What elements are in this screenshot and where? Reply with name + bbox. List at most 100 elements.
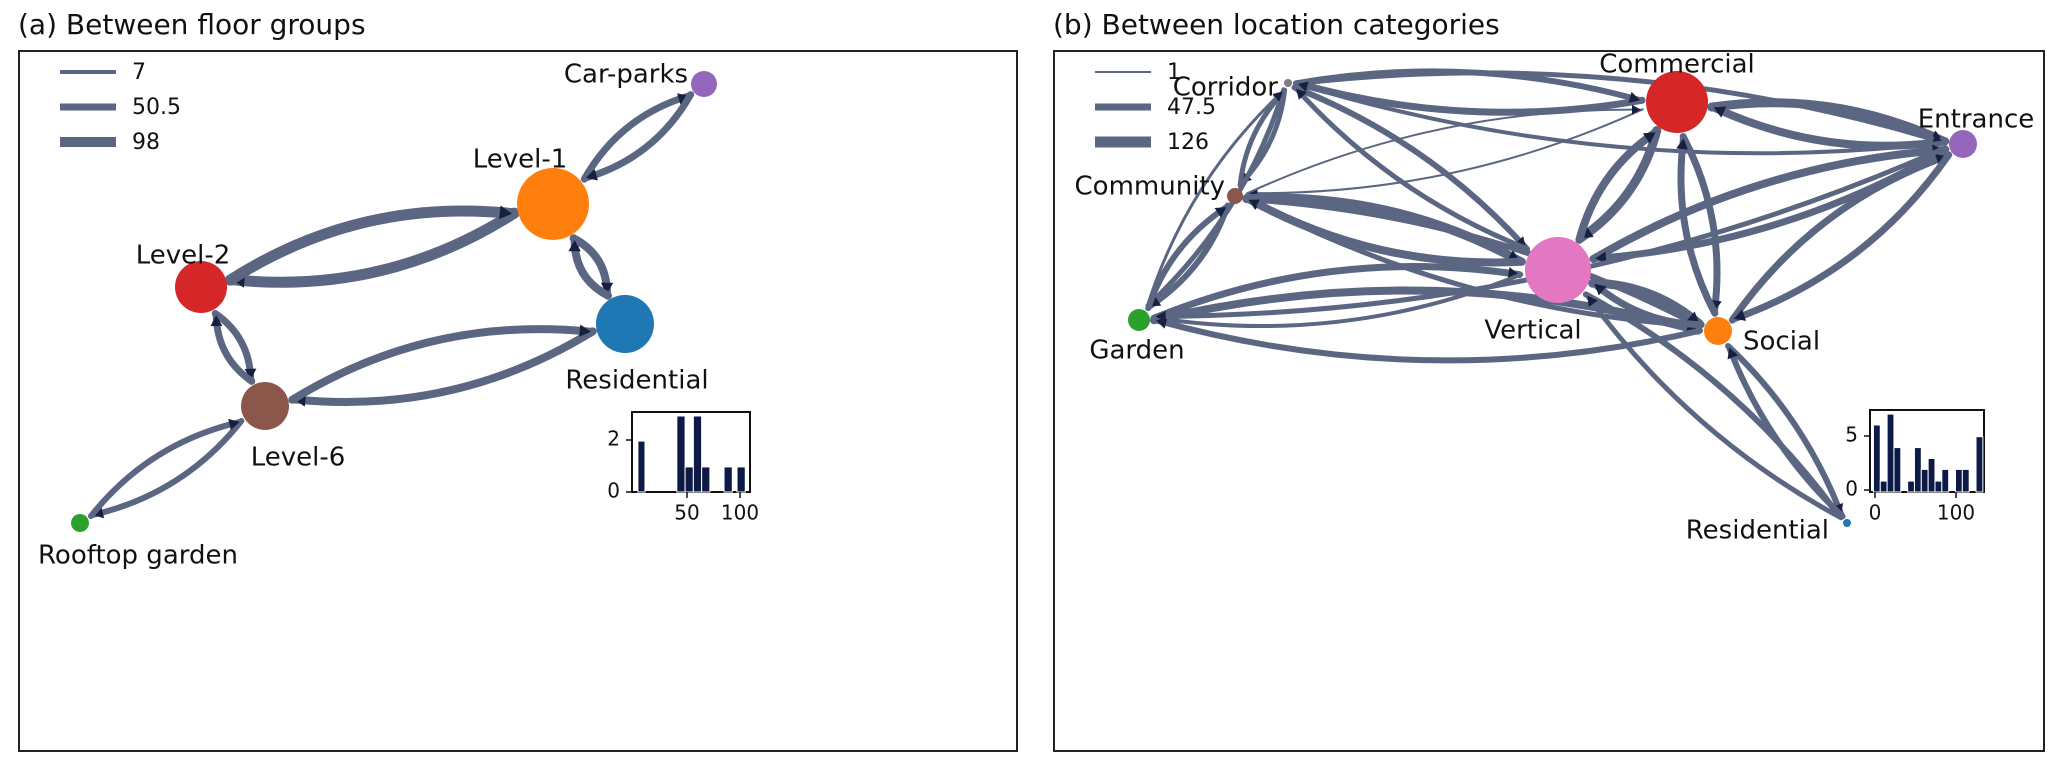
a-arrowhead: [244, 368, 257, 380]
a-edge-level-2-level-1: [224, 205, 518, 286]
b-edge-garden-vertical: [1150, 263, 1523, 322]
b-edge-social-entrance: [1728, 152, 1951, 324]
b-arrowhead: [1297, 81, 1309, 92]
b-label-corridor: Corridor: [1173, 73, 1279, 103]
a-node-rooftop-garden: [71, 514, 89, 532]
b-hist-ytick: 5: [1845, 423, 1858, 447]
b-arrowhead: [1595, 251, 1607, 264]
a-arrowhead: [585, 169, 598, 181]
b-hist-bar: [1920, 468, 1929, 493]
a-hist-bar: [684, 466, 694, 493]
b-arrowhead: [1594, 283, 1607, 296]
b-edge-community-vertical: [1242, 193, 1525, 266]
panel-a-frame: [18, 50, 1018, 752]
a-arrowhead: [228, 418, 240, 430]
b-label-vertical: Vertical: [1484, 316, 1581, 346]
b-hist-bar: [1961, 468, 1970, 493]
a-hist-ytick: 2: [607, 427, 620, 451]
a-hist-xtick: 100: [721, 501, 759, 525]
b-node-vertical: [1525, 237, 1591, 303]
b-edge-corridor-vertical: [1291, 84, 1529, 251]
b-hist-xtick: 100: [1937, 501, 1975, 525]
a-label-level-6: Level-6: [251, 443, 346, 473]
b-label-garden: Garden: [1089, 336, 1184, 366]
b-legend-label: 1: [1167, 60, 1181, 85]
b-edge-entrance-corridor: [1295, 81, 1948, 156]
b-arrowhead: [1733, 309, 1747, 321]
a-edge-level-1-level-2: [226, 207, 520, 288]
a-arrowhead: [568, 240, 581, 252]
b-arrowhead: [1727, 347, 1739, 360]
panel-a-network: Level-1 Level-2 Level-6 Residential Car-park…: [18, 50, 1018, 752]
b-hist-bar: [1872, 424, 1881, 493]
b-node-commercial: [1646, 71, 1708, 133]
b-edge-vertical-entrance: [1589, 145, 1948, 264]
b-node-garden: [1128, 309, 1150, 331]
b-arrowhead: [1631, 104, 1641, 115]
b-hist-bar: [1927, 458, 1936, 493]
b-edge-vertical-corridor: [1293, 86, 1531, 252]
b-edge-community-garden: [1146, 202, 1231, 310]
a-hist-ytick: 0: [607, 479, 620, 503]
a-label-level-2: Level-2: [136, 241, 231, 271]
b-edge-community-commercial: [1245, 108, 1642, 195]
b-label-community: Community: [1075, 172, 1225, 202]
b-label-commercial: Commercial: [1599, 50, 1755, 80]
a-arrowhead: [92, 507, 105, 519]
b-node-residential: [1843, 519, 1851, 527]
b-legend-label: 126: [1167, 130, 1209, 155]
a-hist-bar: [723, 466, 733, 493]
b-edge-commercial-social: [1679, 132, 1721, 315]
b-arrowhead: [1296, 88, 1308, 100]
a-hist-bar: [637, 440, 646, 493]
b-edge-commercial-vertical: [1576, 126, 1662, 243]
a-hist-bar: [692, 415, 703, 493]
b-arrowhead: [1155, 310, 1166, 322]
b-edge-social-commercial: [1677, 134, 1719, 317]
b-node-community: [1227, 188, 1243, 204]
b-hist-bar: [1934, 480, 1943, 493]
b-edge-residential-social: [1726, 344, 1846, 520]
a-arrowhead: [579, 324, 591, 337]
a-hist-bar: [701, 466, 711, 493]
b-arrowhead: [1214, 207, 1227, 218]
b-edge-garden-community: [1145, 204, 1230, 312]
a-node-level-1: [517, 168, 589, 240]
b-label-entrance: Entrance: [1918, 105, 2035, 135]
b-hist-bar: [1879, 480, 1888, 493]
b-hist-bar: [1955, 468, 1963, 493]
a-node-level-6: [241, 382, 289, 430]
b-node-social: [1704, 317, 1732, 345]
a-edge-level-6-rooftop-garden: [89, 417, 245, 518]
b-node-entrance: [1949, 130, 1977, 158]
b-label-social: Social: [1743, 327, 1820, 357]
a-node-level-2: [175, 261, 227, 313]
b-arrowhead: [1248, 199, 1260, 210]
b-hist-ytick: 0: [1845, 477, 1858, 501]
b-arrowhead: [1676, 138, 1689, 150]
b-arrowhead: [1642, 132, 1656, 144]
b-edge-corridor-entrance: [1293, 70, 1946, 145]
b-edge-vertical-commercial: [1575, 128, 1660, 244]
b-edge-community-corridor: [1237, 89, 1287, 188]
a-hist-bar: [676, 415, 686, 493]
b-edge-garden-corridor: [1145, 89, 1285, 309]
b-edge-residential-vertical: [1584, 293, 1844, 521]
b-edge-social-vertical: [1590, 280, 1705, 329]
b-edge-entrance-social: [1730, 151, 1953, 323]
panel-b-network: Commercial Corridor Entrance Community Verti…: [1053, 50, 2045, 752]
a-edge-rooftop-garden-level-6: [87, 419, 243, 520]
b-label-residential: Residential: [1686, 516, 1829, 546]
a-edge-level-6-residential: [288, 325, 595, 404]
a-label-rooftop-garden: Rooftop garden: [38, 541, 238, 571]
a-arrowhead: [600, 282, 614, 294]
a-legend-label: 7: [132, 60, 146, 85]
b-hist-bar: [1886, 413, 1895, 493]
a-legend-label: 50.5: [132, 95, 181, 120]
b-hist-bar: [1975, 436, 1984, 493]
panel-b-title: (b) Between location categories: [1053, 8, 1500, 41]
b-edge-community-social: [1243, 196, 1702, 329]
a-label-residential: Residential: [565, 366, 708, 396]
b-hist-bar: [1893, 447, 1902, 493]
b-edge-social-residential: [1725, 342, 1845, 518]
